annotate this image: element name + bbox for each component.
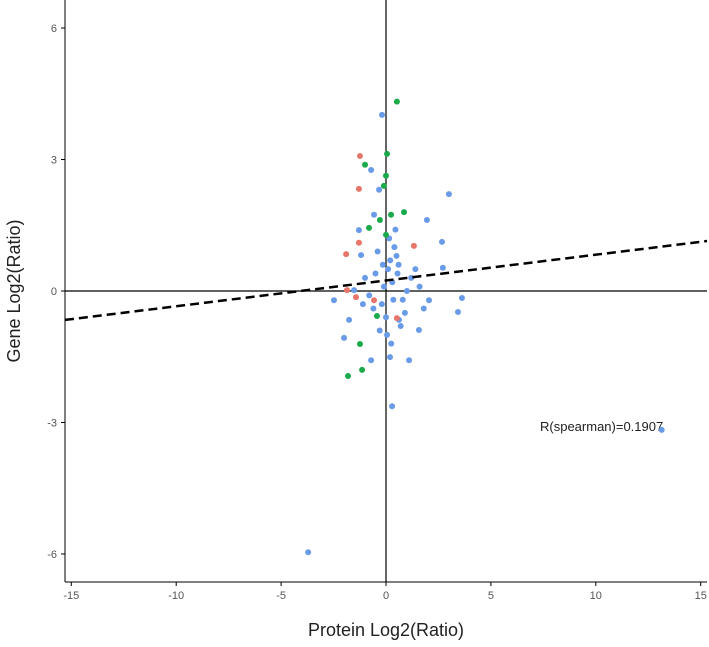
- point: [343, 287, 350, 294]
- point: [403, 288, 410, 294]
- point: [371, 297, 378, 304]
- point: [383, 172, 389, 179]
- x-tick-label: 15: [695, 590, 707, 602]
- x-tick-label: -10: [168, 590, 184, 602]
- y-tick-label: -3: [47, 417, 57, 429]
- point: [392, 226, 399, 233]
- point: [390, 296, 397, 303]
- annotation: R(spearman)=0.1907: [540, 419, 663, 434]
- point: [371, 211, 378, 218]
- trend-line: [64, 239, 708, 322]
- point: [378, 301, 385, 308]
- point: [376, 186, 383, 193]
- point: [356, 341, 363, 348]
- point: [358, 252, 365, 259]
- point: [351, 287, 358, 294]
- point: [445, 191, 452, 198]
- point: [346, 316, 353, 323]
- point: [345, 373, 352, 380]
- point: [388, 211, 395, 218]
- point: [355, 185, 362, 192]
- y-tick-label: 3: [51, 155, 57, 167]
- point: [372, 270, 379, 277]
- point: [362, 274, 369, 281]
- point: [415, 327, 422, 334]
- point: [397, 323, 404, 330]
- point: [388, 340, 395, 347]
- point: [454, 309, 461, 316]
- point: [359, 366, 366, 373]
- point: [355, 239, 362, 246]
- point: [370, 305, 377, 312]
- y-tick-label: 0: [51, 286, 57, 298]
- y-tick-label: 6: [51, 23, 57, 35]
- point: [426, 297, 433, 304]
- point: [373, 312, 380, 319]
- point: [386, 354, 393, 361]
- point: [416, 283, 423, 290]
- point: [458, 295, 465, 302]
- point: [393, 252, 400, 259]
- point: [380, 182, 387, 189]
- point: [393, 315, 400, 322]
- point: [366, 224, 373, 231]
- point: [383, 231, 389, 238]
- point: [366, 292, 373, 299]
- point: [401, 209, 408, 216]
- x-axis-title: Protein Log2(Ratio): [308, 620, 464, 640]
- y-axis-title: Gene Log2(Ratio): [4, 219, 24, 362]
- x-tick-label: 5: [488, 590, 494, 602]
- point: [380, 283, 387, 290]
- point: [355, 227, 362, 234]
- x-tick-label: -15: [63, 590, 79, 602]
- point: [406, 357, 413, 364]
- point: [359, 301, 366, 308]
- point: [376, 217, 383, 224]
- point: [341, 334, 348, 341]
- x-tick-label: 10: [590, 590, 602, 602]
- point: [368, 167, 375, 174]
- point: [376, 327, 383, 334]
- point: [330, 297, 337, 304]
- point: [410, 242, 417, 249]
- point: [356, 153, 363, 160]
- point: [423, 217, 430, 224]
- point: [391, 244, 398, 251]
- point: [368, 357, 375, 364]
- point: [387, 257, 394, 264]
- point: [394, 270, 401, 277]
- point: [412, 266, 419, 273]
- point: [343, 251, 350, 258]
- x-tick-label: 0: [383, 590, 389, 602]
- point: [379, 261, 386, 268]
- point: [658, 426, 665, 433]
- point: [439, 264, 446, 271]
- point: [362, 161, 369, 168]
- point: [374, 248, 381, 255]
- point: [305, 549, 312, 556]
- point: [395, 261, 402, 268]
- point: [383, 314, 389, 321]
- point: [384, 150, 391, 157]
- y-tick-label: -6: [47, 549, 57, 561]
- point: [379, 111, 386, 118]
- point: [401, 309, 408, 316]
- point: [439, 238, 446, 245]
- point: [420, 305, 427, 312]
- point: [393, 98, 400, 105]
- point: [399, 296, 406, 303]
- point: [385, 266, 392, 273]
- point: [384, 331, 391, 338]
- x-tick-label: -5: [276, 590, 286, 602]
- point: [389, 403, 396, 410]
- point: [352, 294, 359, 301]
